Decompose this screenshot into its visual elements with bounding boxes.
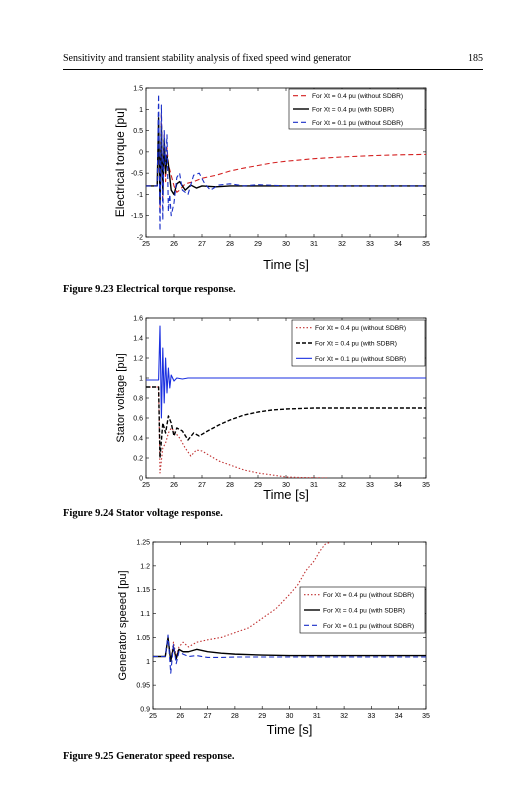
- figure-caption-9-25: Figure 9.25 Generator speed response.: [63, 751, 235, 762]
- series-group: [146, 325, 426, 478]
- series-group: [153, 542, 426, 674]
- x-tick-label: 25: [142, 482, 150, 489]
- x-tick-label: 33: [366, 482, 374, 489]
- legend-label: For Xt = 0.4 pu (with SDBR): [312, 107, 394, 114]
- generator-speed-chart: 25 26 27 28 29 30 31 32 33 34 35 0.9 0.95 1 1.05 1.1 1.1…: [117, 540, 430, 738]
- series-line-3: [146, 325, 426, 419]
- legend-box: [299, 586, 426, 634]
- x-tick-label: 25: [149, 713, 157, 720]
- x-tick-label: 34: [394, 241, 402, 248]
- x-tick-label: 31: [310, 482, 318, 489]
- x-tick-label: 28: [231, 713, 239, 720]
- series-line-1: [153, 542, 331, 662]
- running-title: Sensitivity and transient stability anal…: [63, 53, 351, 64]
- x-tick-label: 33: [366, 241, 374, 248]
- legend-label: For Xt = 0.1 pu (without SDBR): [312, 120, 403, 127]
- series-line-1: [146, 386, 329, 478]
- legend-label: For Xt = 0.4 pu (with SDBR): [323, 608, 405, 615]
- page-header: Sensitivity and transient stability anal…: [63, 53, 483, 70]
- figure-caption-9-24: Figure 9.24 Stator voltage response.: [63, 508, 223, 519]
- x-tick-label: 28: [226, 241, 234, 248]
- x-tick-label: 29: [258, 713, 266, 720]
- y-tick-label: -0.5: [131, 171, 143, 178]
- x-tick-label: 27: [198, 482, 206, 489]
- x-axis-label: Time [s]: [263, 487, 309, 502]
- y-tick-label: -1: [137, 192, 143, 199]
- x-tick-label: 26: [170, 241, 178, 248]
- y-tick-label: 1: [139, 376, 143, 383]
- y-tick-label: 0.5: [133, 128, 143, 135]
- x-tick-label: 26: [170, 482, 178, 489]
- y-tick-label: 0.9: [140, 707, 150, 714]
- x-tick-label: 33: [368, 713, 376, 720]
- y-tick-label: 1.2: [140, 563, 150, 570]
- y-tick-label: 1: [139, 107, 143, 114]
- y-tick-label: 1.1: [140, 611, 150, 618]
- y-tick-label: 1.15: [136, 587, 150, 594]
- series-line-2: [153, 636, 426, 662]
- x-tick-label: 32: [338, 241, 346, 248]
- y-tick-label: 1.2: [133, 356, 143, 363]
- y-tick-label: 0.6: [133, 416, 143, 423]
- x-tick-label: 29: [254, 241, 262, 248]
- x-tick-label: 29: [254, 482, 262, 489]
- page-number: 185: [468, 53, 483, 64]
- x-tick-label: 35: [422, 713, 430, 720]
- legend-label: For Xt = 0.4 pu (without SDBR): [312, 93, 403, 100]
- x-tick-label: 27: [204, 713, 212, 720]
- y-tick-label: 1.6: [133, 316, 143, 323]
- x-tick-label: 27: [198, 241, 206, 248]
- series-line-3: [153, 634, 426, 674]
- legend-label: For Xt = 0.4 pu (without SDBR): [315, 325, 406, 332]
- y-tick-label: 1.05: [136, 635, 150, 642]
- x-tick-label: 34: [395, 713, 403, 720]
- y-tick-label: 0.8: [133, 396, 143, 403]
- y-axis-label: Electrical torque [pu]: [113, 108, 127, 217]
- y-tick-label: 0.2: [133, 456, 143, 463]
- x-tick-label: 30: [282, 482, 290, 489]
- x-tick-label: 28: [226, 482, 234, 489]
- y-tick-label: 0: [139, 476, 143, 483]
- y-tick-label: 1.4: [133, 336, 143, 343]
- x-tick-label: 26: [176, 713, 184, 720]
- y-tick-label: -1.5: [131, 213, 143, 220]
- y-axis-label: Stator voltage [pu]: [115, 353, 127, 442]
- x-tick-label: 31: [313, 713, 321, 720]
- figure-caption-9-23: Figure 9.23 Electrical torque response.: [63, 284, 236, 295]
- legend-box: [291, 319, 426, 367]
- series-line-3: [146, 93, 426, 232]
- legend-label: For Xt = 0.4 pu (without SDBR): [323, 592, 414, 599]
- x-tick-label: 34: [394, 482, 402, 489]
- x-tick-label: 30: [282, 241, 290, 248]
- stator-voltage-chart: 25 26 27 28 29 30 31 32 33 34 35 0 0.2 0.4 0.6 0.8 1 1.2 1…: [115, 316, 430, 503]
- y-tick-label: 0.4: [133, 436, 143, 443]
- y-axis-label: Generator speeed [pu]: [117, 570, 129, 680]
- series-line-2: [146, 386, 426, 459]
- legend-box: [288, 88, 426, 130]
- y-tick-label: 1: [146, 659, 150, 666]
- x-axis-label: Time [s]: [263, 257, 309, 272]
- electrical-torque-chart: 25 26 27 28 29 30 31 32 33 34 35 -2 -1.5 -1 -0.5 0 0.5 1 1…: [113, 86, 430, 273]
- series-group: [146, 93, 426, 232]
- legend-label: For Xt = 0.4 pu (with SDBR): [315, 341, 397, 348]
- x-tick-label: 31: [310, 241, 318, 248]
- x-axis-label: Time [s]: [267, 722, 313, 737]
- y-tick-label: -2: [137, 235, 143, 242]
- x-tick-label: 32: [338, 482, 346, 489]
- legend-label: For Xt = 0.1 pu (without SDBR): [315, 356, 406, 363]
- x-tick-label: 32: [340, 713, 348, 720]
- y-tick-label: 1.25: [136, 540, 150, 547]
- x-tick-label: 35: [422, 241, 430, 248]
- y-tick-label: 0: [139, 149, 143, 156]
- y-tick-label: 0.95: [136, 683, 150, 690]
- legend-label: For Xt = 0.1 pu (without SDBR): [323, 623, 414, 630]
- y-tick-label: 1.5: [133, 86, 143, 93]
- x-tick-label: 35: [422, 482, 430, 489]
- x-tick-label: 25: [142, 241, 150, 248]
- x-tick-label: 30: [286, 713, 294, 720]
